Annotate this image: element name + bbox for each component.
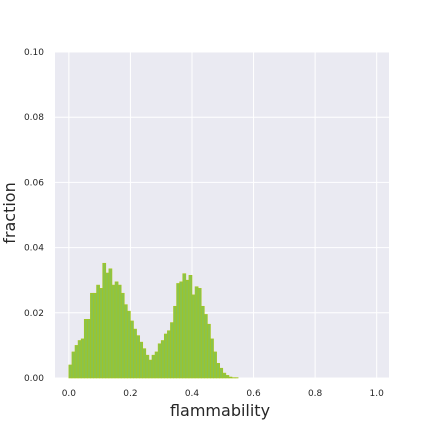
y-axis-label: fraction (0, 182, 19, 243)
histogram-bar (123, 304, 128, 379)
histogram-bar (111, 284, 116, 379)
histogram-bar (105, 272, 110, 379)
x-tick-label: 0.0 (62, 389, 77, 399)
histogram-bar (151, 354, 156, 379)
histogram-bar (182, 273, 187, 379)
histogram-bar (173, 305, 177, 379)
histogram-bar (200, 305, 205, 379)
histogram-bar (203, 314, 208, 379)
histogram-bar (127, 310, 131, 379)
histogram-bar (77, 340, 82, 379)
histogram-bar (68, 364, 73, 379)
histogram-bar (157, 343, 162, 379)
histogram-bar (136, 335, 140, 379)
histogram-bar (179, 281, 184, 379)
histogram-bar (160, 340, 165, 379)
histogram-bar (207, 323, 211, 379)
histogram-bar (96, 284, 100, 379)
histogram-bar (99, 288, 104, 379)
histogram-bar (228, 376, 233, 379)
y-tick-labels: 0.00 0.02 0.04 0.06 0.08 0.10 (24, 48, 44, 384)
histogram-bar (219, 367, 224, 379)
histogram-bar (191, 294, 196, 379)
histogram-bar (93, 292, 97, 379)
x-tick-label: 0.4 (185, 389, 200, 399)
histogram-bar (80, 338, 85, 379)
histogram-bar (130, 320, 134, 379)
histogram-bar (194, 286, 199, 379)
histogram-bar (176, 283, 180, 379)
histogram-bars (68, 262, 239, 379)
histogram-bar (102, 262, 107, 379)
histogram-bar (216, 363, 220, 379)
histogram-bar (120, 292, 125, 379)
histogram-bar (213, 351, 217, 379)
histogram-bar (83, 319, 88, 379)
histogram-bar (185, 279, 190, 379)
y-tick-label: 0.08 (24, 113, 44, 123)
histogram-bar (188, 275, 193, 379)
x-tick-label: 0.2 (123, 389, 137, 399)
histogram-bar (108, 268, 113, 379)
histogram-bar (133, 328, 137, 379)
histogram-bar (170, 322, 174, 379)
histogram-bar (117, 284, 122, 379)
histogram-bar (197, 288, 202, 379)
y-tick-label: 0.02 (24, 309, 44, 319)
histogram-bar (74, 345, 79, 379)
histogram-bar (114, 281, 119, 379)
y-tick-label: 0.00 (24, 374, 44, 384)
x-tick-label: 1.0 (370, 389, 385, 399)
histogram-bar (139, 341, 144, 379)
x-tick-label: 0.8 (308, 389, 323, 399)
y-tick-label: 0.06 (24, 178, 44, 188)
histogram-bar (225, 375, 230, 379)
histogram-bar (210, 338, 214, 379)
histogram-bar (142, 348, 147, 379)
histogram-bar (163, 333, 168, 379)
histogram-bar (87, 319, 91, 379)
histogram-bar (145, 354, 150, 379)
histogram-bar (71, 351, 76, 379)
x-tick-labels: 0.0 0.2 0.4 0.6 0.8 1.0 (62, 389, 384, 399)
y-tick-label: 0.04 (24, 244, 44, 254)
histogram-bar (154, 351, 159, 379)
x-tick-label: 0.6 (246, 389, 261, 399)
histogram-bar (148, 359, 153, 379)
x-axis-label: flammability (170, 401, 270, 420)
histogram-bar (167, 330, 171, 379)
y-tick-label: 0.10 (24, 48, 44, 58)
histogram-bar (90, 292, 94, 379)
histogram-bar (222, 372, 227, 379)
